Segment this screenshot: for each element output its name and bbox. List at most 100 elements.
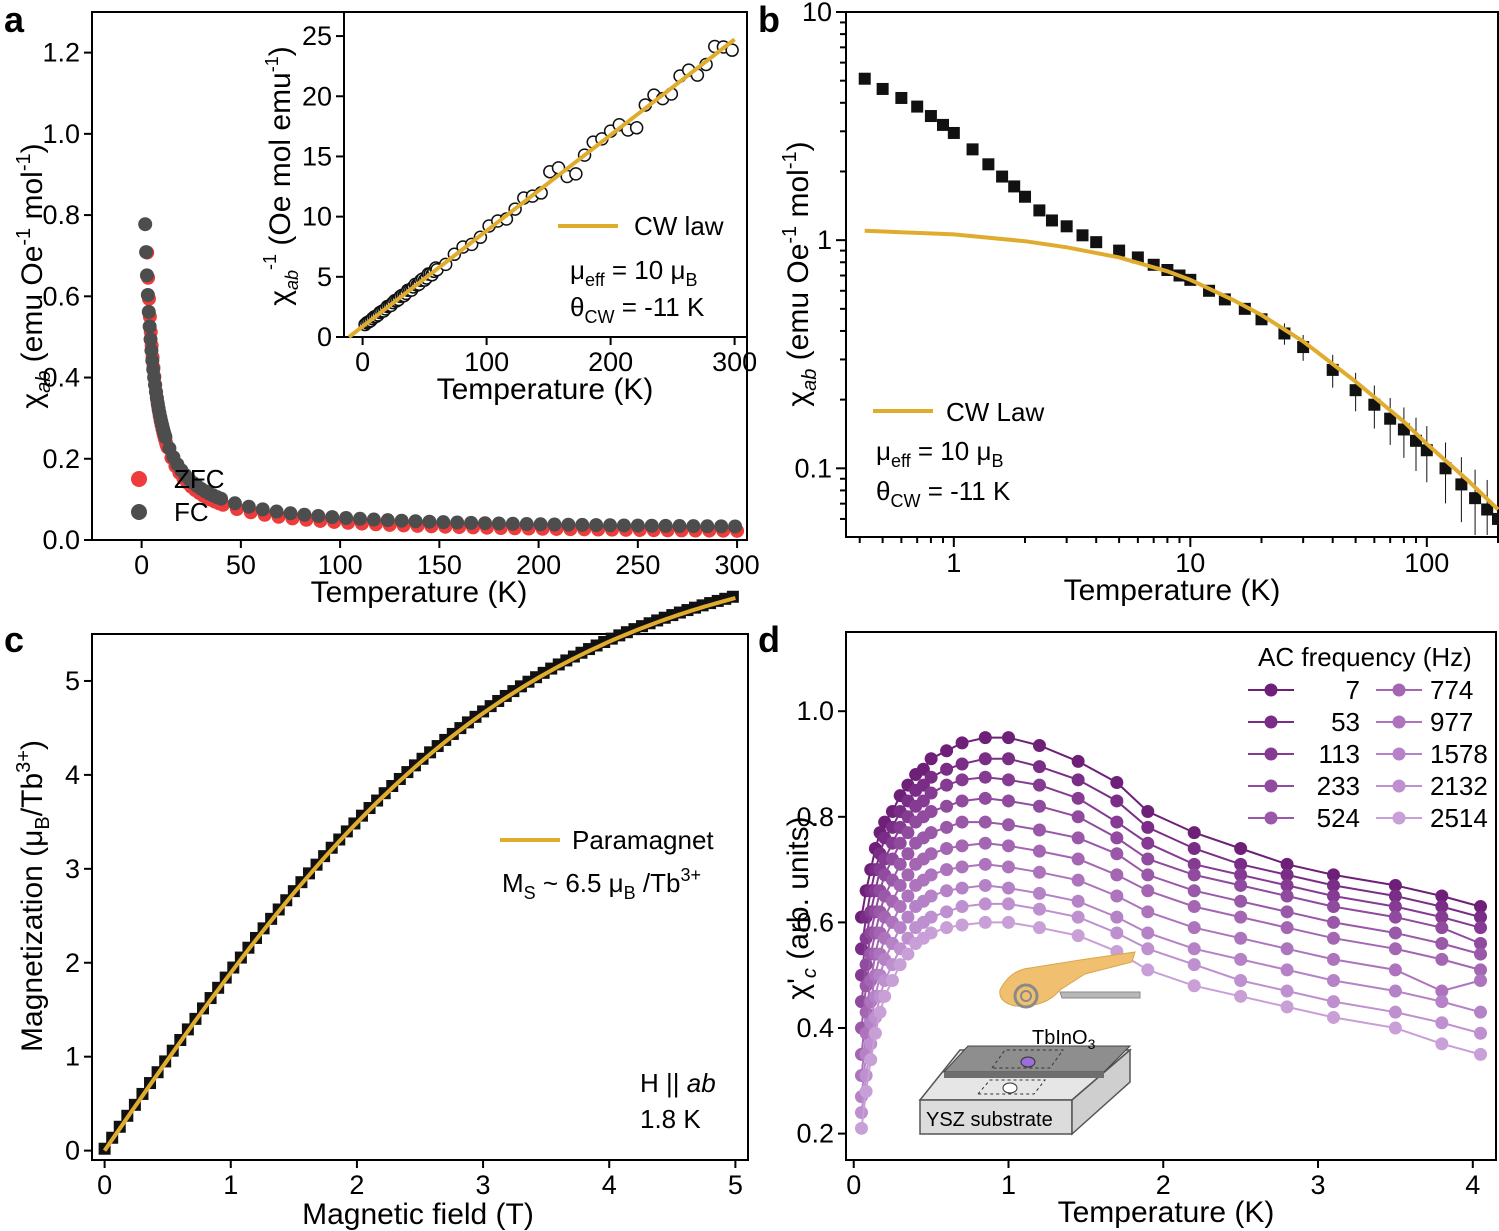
ac-series-point	[1110, 889, 1124, 903]
inset-cw-fit-line	[347, 37, 736, 339]
ac-series-point	[1187, 921, 1201, 935]
panel-c-temperature: 1.8 K	[640, 1104, 701, 1134]
ac-series-point	[1474, 963, 1488, 977]
film-spot	[1020, 1056, 1036, 1068]
ac-series-point	[955, 839, 969, 853]
ac-series-point	[1388, 926, 1402, 940]
panel-b-data-point	[1090, 236, 1103, 249]
ac-series-point	[1435, 1037, 1449, 1051]
ac-series-point	[924, 826, 938, 840]
legend-marker	[1392, 811, 1406, 825]
ac-series-point	[1141, 926, 1155, 940]
ac-series-point	[1234, 878, 1248, 892]
ac-series-point	[924, 926, 938, 940]
ac-series-point	[1280, 963, 1294, 977]
coil-ring	[1013, 983, 1039, 1009]
panel-c-ytick-label: 1	[65, 1042, 80, 1072]
panel-b-cw-fit-line	[864, 228, 1499, 511]
fc-point	[352, 511, 367, 526]
ac-series-point	[1234, 910, 1248, 924]
panel-a-ytick-label: 0.0	[42, 525, 80, 555]
ac-series-point	[940, 841, 954, 855]
panel-d-data	[854, 731, 1488, 1135]
panel-b-data-point	[1481, 503, 1494, 516]
ac-series-point	[1388, 984, 1402, 998]
ac-series-point	[940, 799, 954, 813]
ac-series-point	[1388, 1021, 1402, 1035]
inset-theta-annotation: θCW = -11 K	[570, 292, 705, 327]
panel-d-x-ticks: 0 1 2 3 4	[846, 1160, 1480, 1200]
ac-series-point	[893, 958, 907, 972]
substrate-label: YSZ substrate	[926, 1109, 1053, 1131]
ac-series-point	[1234, 868, 1248, 882]
panel-b-xtick-label: 10	[1175, 548, 1205, 578]
ac-series-point	[1474, 947, 1488, 961]
ac-series-point	[1141, 868, 1155, 882]
ac-series-point	[1110, 868, 1124, 882]
fc-point	[714, 519, 729, 534]
fc-point	[464, 515, 479, 530]
panel-c-xtick-label: 0	[97, 1170, 112, 1200]
panel-b-x-ticks: 1 10 100	[858, 537, 1499, 578]
inset-mueff-annotation: μeff = 10 μB	[570, 255, 697, 290]
ac-series-point	[1110, 794, 1124, 808]
panel-d-xtick-label: 0	[846, 1170, 861, 1200]
panel-c-ytick-label: 5	[65, 666, 80, 696]
fc-point	[450, 515, 465, 530]
legend-label: 1578	[1430, 739, 1488, 769]
fc-point	[139, 268, 154, 283]
ac-series-point	[901, 947, 915, 961]
ac-series-point	[978, 836, 992, 850]
ac-series-point	[1327, 900, 1340, 914]
legend-marker	[1392, 715, 1406, 729]
panel-d-ytick-label: 1.0	[796, 696, 834, 726]
ac-series-point	[1327, 1010, 1340, 1024]
ac-series-point	[1474, 921, 1488, 935]
panel-c-field-direction: H || ab	[640, 1068, 716, 1098]
ac-series-point	[893, 900, 907, 914]
panel-b-data-point	[911, 100, 924, 113]
ac-series-point	[940, 884, 954, 898]
inset-ytick-label: 15	[302, 141, 332, 171]
panel-b-data-point	[876, 82, 889, 95]
ac-series-point	[924, 910, 938, 924]
fc-point	[269, 504, 284, 519]
fc-point	[575, 517, 590, 532]
ac-series-point	[1071, 910, 1085, 924]
ac-series-point	[940, 905, 954, 919]
panel-a-ytick-label: 1.2	[42, 38, 80, 68]
panel-b-data-point	[996, 170, 1009, 183]
panel-d: 0 1 2 3 4 0.2 0.4 0.6 0.8 1.0 Temperature (K) χ'…	[782, 631, 1497, 1229]
ac-series-point	[1234, 952, 1248, 966]
panel-b-data-point	[1469, 492, 1482, 505]
inset-xtick-label: 100	[464, 347, 509, 377]
panel-a-x-ticks: 0 50 100 150 200 250 300	[134, 540, 760, 580]
ac-series-point	[1327, 952, 1340, 966]
legend-label: 774	[1430, 675, 1473, 705]
panel-d-ytick-label: 0.4	[796, 1013, 834, 1043]
ac-series-point	[1280, 868, 1294, 882]
ac-series-point	[940, 744, 954, 758]
ac-series-point	[978, 897, 992, 911]
ac-series-point	[1280, 857, 1294, 871]
panel-b-data-point	[1492, 512, 1499, 525]
ac-series-point	[1187, 868, 1201, 882]
ac-series-line	[860, 797, 1481, 1002]
panel-c-xtick-label: 4	[602, 1170, 617, 1200]
panel-c-ytick-label: 3	[65, 854, 80, 884]
fc-point	[325, 510, 340, 525]
ac-series-line	[860, 776, 1481, 976]
ac-series-point	[1071, 810, 1085, 824]
panel-d-xtick-label: 1	[1001, 1170, 1016, 1200]
inset-ytick-label: 20	[302, 81, 332, 111]
ac-series-point	[1110, 926, 1124, 940]
ac-series-point	[1110, 847, 1124, 861]
ac-series-point	[1187, 884, 1201, 898]
inset-data	[347, 37, 739, 339]
panel-d-frame	[845, 631, 1497, 1161]
legend-marker	[1264, 779, 1278, 793]
ac-series-point	[978, 752, 992, 766]
ac-series-point	[978, 815, 992, 829]
ac-series-point	[1032, 739, 1046, 753]
ac-series-point	[1234, 857, 1248, 871]
